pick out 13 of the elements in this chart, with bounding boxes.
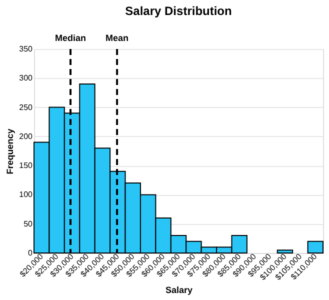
y-tick-label: 0 [28,248,34,258]
chart-title: Salary Distribution [125,4,232,18]
y-tick-label: 300 [19,74,34,83]
y-tick-label: 250 [19,102,34,112]
y-tick-label: 50 [24,219,34,228]
ref-line-label: Median [54,33,86,43]
y-axis-title: Frequency [5,128,16,174]
x-axis-title: Salary [165,284,193,295]
y-tick-label: 200 [19,132,34,141]
y-tick-label: 150 [19,161,34,170]
ref-line-label: Mean [106,33,129,43]
y-tick-label: 350 [19,44,34,54]
y-tick-label: 100 [19,190,34,200]
